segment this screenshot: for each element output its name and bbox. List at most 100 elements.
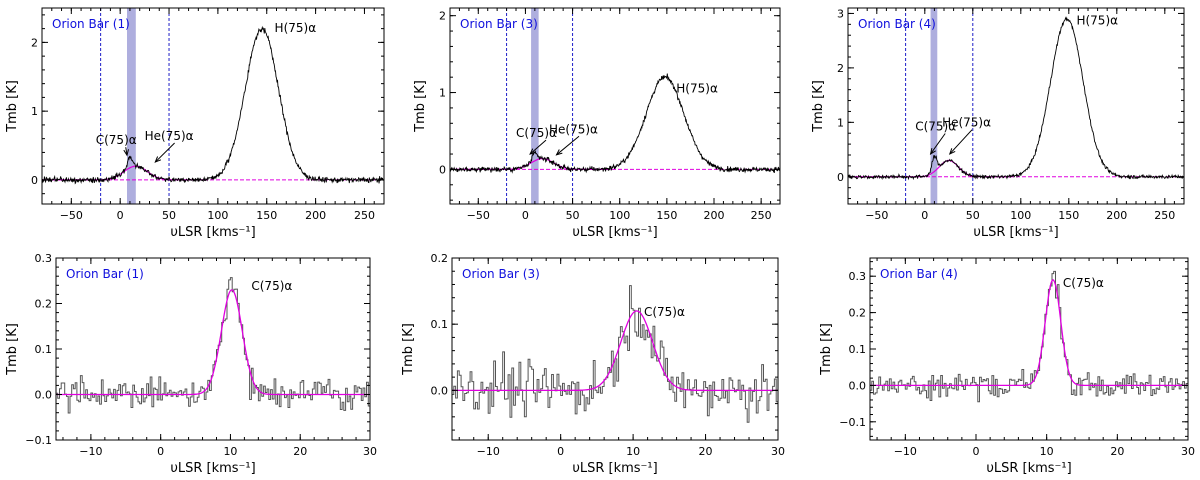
- spectrum-panel-1: −50 0 50 100 150 200 250 0 1 2 υLSR [kms⁻¹] Tmb [K]…: [5, 7, 385, 240]
- y-tick-label: 0.0: [35, 389, 53, 402]
- x-tick-label: 100: [207, 209, 228, 222]
- line-annotation-1: H(75)α: [676, 82, 718, 96]
- y-tick-label: 0: [837, 171, 844, 184]
- y-tick-label: 1: [439, 87, 446, 100]
- x-tick-label: 20: [1110, 445, 1124, 458]
- integration-band: [531, 8, 539, 204]
- y-tick-label: 0.2: [849, 307, 867, 320]
- x-tick-label: 250: [354, 209, 375, 222]
- y-tick-label: 1: [837, 116, 844, 129]
- x-tick-label: 0: [557, 445, 564, 458]
- x-tick-label: 50: [162, 209, 176, 222]
- gaussian-fit-curve: [870, 279, 1188, 387]
- annotation-arrowhead: [929, 147, 936, 155]
- x-axis-label: υLSR [kms⁻¹]: [973, 225, 1058, 240]
- line-annotation-3: He(75)α: [145, 129, 194, 143]
- y-axis-label: Tmb [K]: [5, 80, 20, 133]
- x-tick-label: 20: [699, 445, 713, 458]
- y-tick-label: 0.1: [431, 318, 449, 331]
- x-tick-label: 0: [522, 209, 529, 222]
- x-axis-label: υLSR [kms⁻¹]: [170, 225, 255, 240]
- y-tick-label: −0.1: [25, 434, 52, 447]
- x-tick-label: 0: [157, 445, 164, 458]
- plot-frame: [451, 257, 779, 441]
- y-tick-label: 0.1: [35, 343, 53, 356]
- annotation-arrow: [949, 129, 973, 155]
- line-annotation-2: C(75)α: [915, 120, 956, 134]
- annotation-arrow: [930, 133, 946, 155]
- x-tick-label: −50: [865, 209, 888, 222]
- y-tick-label: 0.0: [431, 384, 449, 397]
- x-tick-label: 200: [704, 209, 725, 222]
- plot-frame: [55, 257, 371, 441]
- x-tick-label: −10: [79, 445, 102, 458]
- x-tick-label: 250: [751, 209, 772, 222]
- annotation-arrow: [154, 142, 175, 163]
- spectrum-trace: [56, 277, 370, 414]
- y-tick-label: 0.2: [431, 252, 449, 265]
- annotation-arrowhead: [123, 149, 129, 157]
- y-tick-label: 2: [837, 62, 844, 75]
- x-tick-label: 30: [771, 445, 785, 458]
- spectrum-panel-4: −10 0 10 20 30 −0.1 0.0 0.1 0.2 0.3 υLSR [kms⁻¹] Tm…: [5, 252, 377, 476]
- he-line-fit-curve: [450, 158, 611, 170]
- integration-band: [930, 8, 938, 204]
- annotation-arrow: [529, 139, 547, 155]
- y-tick-label: 2: [439, 10, 446, 23]
- line-annotation-1: H(75)α: [1076, 13, 1118, 27]
- he-line-fit-curve: [848, 159, 1012, 178]
- y-tick-label: 1: [31, 105, 38, 118]
- x-tick-label: 10: [223, 445, 237, 458]
- integration-band: [127, 8, 136, 204]
- line-annotation-1: C(75)α: [644, 305, 685, 319]
- x-tick-label: 200: [1106, 209, 1127, 222]
- panel-title: Orion Bar (4): [880, 267, 958, 281]
- plot-frame: [449, 7, 781, 205]
- x-tick-label: 10: [626, 445, 640, 458]
- x-tick-label: −50: [60, 209, 83, 222]
- y-tick-label: 0.3: [35, 252, 53, 265]
- x-tick-label: 100: [1010, 209, 1031, 222]
- line-annotation-3: He(75)α: [942, 116, 991, 130]
- x-tick-label: 150: [256, 209, 277, 222]
- y-axis-label: Tmb [K]: [413, 80, 428, 133]
- x-tick-label: 0: [921, 209, 928, 222]
- x-axis-label: υLSR [kms⁻¹]: [572, 225, 657, 240]
- annotation-arrowhead: [948, 148, 956, 155]
- x-axis-label: υLSR [kms⁻¹]: [572, 461, 657, 476]
- x-tick-label: 50: [566, 209, 580, 222]
- line-annotation-2: C(75)α: [516, 126, 557, 140]
- line-annotation-1: C(75)α: [251, 279, 292, 293]
- x-tick-label: 250: [1154, 209, 1175, 222]
- x-tick-label: −10: [477, 445, 500, 458]
- y-axis-label: Tmb [K]: [5, 323, 20, 376]
- x-tick-label: 100: [609, 209, 630, 222]
- annotation-arrowhead: [529, 148, 536, 155]
- line-annotation-3: He(75)α: [549, 122, 598, 136]
- x-tick-label: 0: [973, 445, 980, 458]
- x-tick-label: 50: [966, 209, 980, 222]
- annotation-arrowhead: [154, 156, 162, 163]
- gaussian-fit-curve: [56, 289, 370, 396]
- x-tick-label: −10: [894, 445, 917, 458]
- annotation-arrowhead: [555, 149, 563, 156]
- panel-title: Orion Bar (3): [460, 17, 538, 31]
- y-tick-label: 3: [837, 7, 844, 20]
- x-axis-label: υLSR [kms⁻¹]: [170, 461, 255, 476]
- x-tick-label: −50: [467, 209, 490, 222]
- panel-title: Orion Bar (1): [52, 17, 130, 31]
- spectrum-panel-5: −10 0 10 20 30 0.0 0.1 0.2 υLSR [kms⁻¹] Tmb [K] Or…: [401, 252, 785, 476]
- y-tick-label: 0.3: [849, 270, 867, 283]
- y-tick-label: 2: [31, 36, 38, 49]
- y-tick-label: 0: [31, 174, 38, 187]
- spectrum-panel-3: −50 0 50 100 150 200 250 0 1 2 3 υLSR [kms⁻¹] Tmb [K…: [811, 7, 1185, 240]
- line-annotation-1: H(75)α: [275, 21, 317, 35]
- spectrum-panel-6: −10 0 10 20 30 −0.1 0.0 0.1 0.2 0.3 υLSR [kms⁻¹] Tm…: [819, 257, 1195, 476]
- x-tick-label: 20: [293, 445, 307, 458]
- annotation-arrow: [556, 135, 580, 156]
- spectrum-trace: [848, 16, 1184, 181]
- x-tick-label: 10: [1040, 445, 1054, 458]
- x-tick-label: 150: [656, 209, 677, 222]
- panel-title: Orion Bar (3): [462, 267, 540, 281]
